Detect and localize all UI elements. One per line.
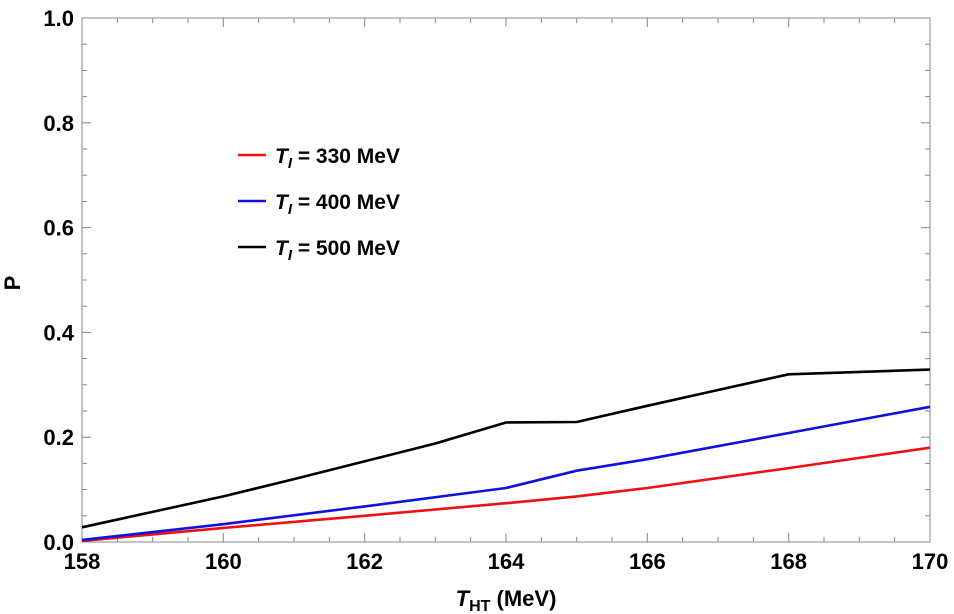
legend-label-3: TI = 500 MeV: [275, 237, 400, 264]
series-line-1: [81, 446, 931, 543]
legend-label-rest: = 400 MeV: [292, 191, 400, 214]
legend-label-sub: I: [288, 247, 293, 264]
x-axis-title-unit: (MeV): [490, 586, 556, 611]
y-tick-label: 0.8: [43, 111, 74, 136]
series-line-3: [81, 368, 931, 529]
legend-label-sub: I: [288, 201, 293, 218]
legend-label-main: T: [275, 145, 290, 168]
y-tick-label: 0.0: [43, 530, 74, 555]
x-tick-label: 168: [770, 549, 807, 574]
x-tick-label: 160: [205, 549, 242, 574]
series-line-2: [81, 405, 931, 542]
y-axis-title: P: [0, 276, 25, 291]
x-axis-title-sub: HT: [469, 598, 491, 614]
tick-marks: [81, 17, 931, 543]
x-tick-label: 170: [912, 549, 949, 574]
x-tick-labels: 158 160 162 164 166 168 170: [64, 549, 949, 574]
x-tick-label: 164: [488, 549, 525, 574]
legend-label-sub: I: [288, 155, 293, 172]
x-tick-label: 166: [629, 549, 666, 574]
plot-frame: [81, 17, 931, 543]
series-group: [81, 368, 931, 543]
legend-label-rest: = 330 MeV: [292, 145, 400, 168]
legend-label-rest: = 500 MeV: [292, 237, 400, 260]
x-tick-label: 162: [346, 549, 383, 574]
legend-label-main: T: [275, 191, 290, 214]
y-tick-labels: 0.0 0.2 0.4 0.6 0.8 1.0: [43, 6, 74, 555]
legend-label-main: T: [275, 237, 290, 260]
x-axis-title-main: T: [456, 586, 471, 611]
y-tick-label: 0.2: [43, 425, 74, 450]
legend-label-1: TI = 330 MeV: [275, 145, 400, 172]
x-tick-label: 158: [64, 549, 101, 574]
y-tick-label: 0.4: [43, 320, 74, 345]
y-tick-label: 0.6: [43, 216, 74, 241]
y-tick-label: 1.0: [43, 6, 74, 31]
legend-label-2: TI = 400 MeV: [275, 191, 400, 218]
x-axis-title: THT (MeV): [456, 586, 557, 614]
